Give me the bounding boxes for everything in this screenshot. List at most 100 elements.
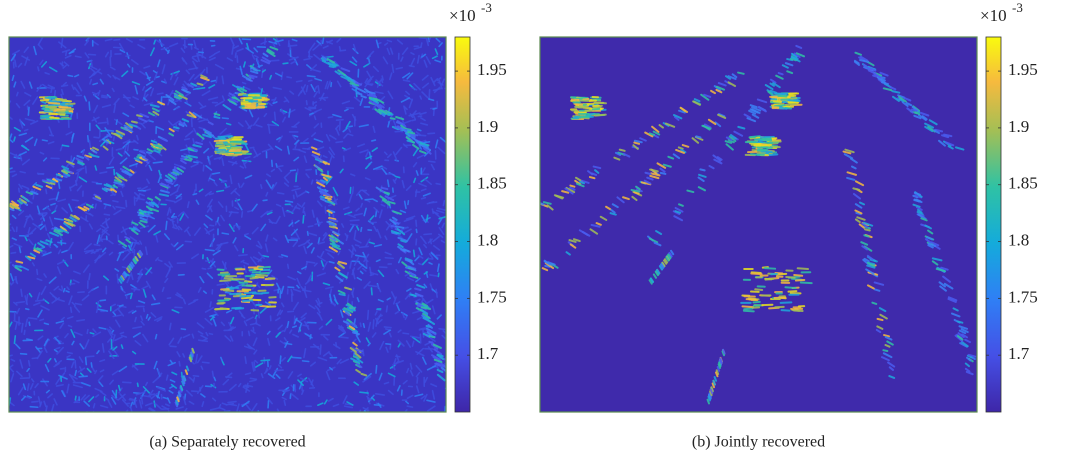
texture bbox=[940, 266, 949, 271]
texture bbox=[240, 87, 247, 92]
texture bbox=[345, 120, 351, 129]
texture bbox=[184, 369, 189, 376]
texture bbox=[263, 112, 268, 118]
texture bbox=[56, 229, 64, 233]
texture bbox=[171, 309, 180, 314]
texture bbox=[120, 275, 125, 281]
texture bbox=[296, 203, 302, 207]
texture bbox=[217, 273, 231, 276]
texture bbox=[329, 134, 337, 140]
texture bbox=[379, 195, 388, 202]
texture bbox=[204, 190, 212, 197]
texture bbox=[633, 191, 640, 195]
texture bbox=[45, 188, 48, 195]
texture bbox=[173, 126, 180, 130]
texture bbox=[317, 168, 324, 173]
texture bbox=[94, 254, 101, 264]
texture bbox=[83, 400, 90, 407]
texture bbox=[420, 395, 426, 400]
texture bbox=[356, 362, 363, 369]
texture bbox=[342, 395, 348, 404]
texture bbox=[253, 54, 259, 59]
texture bbox=[139, 240, 143, 245]
texture bbox=[250, 256, 257, 266]
texture bbox=[292, 134, 299, 138]
texture bbox=[374, 209, 378, 218]
texture bbox=[228, 98, 239, 103]
texture bbox=[202, 290, 207, 294]
texture bbox=[32, 189, 36, 200]
texture bbox=[186, 201, 190, 209]
texture bbox=[220, 241, 229, 245]
texture bbox=[860, 55, 869, 62]
texture bbox=[13, 126, 21, 132]
texture bbox=[135, 193, 141, 202]
texture bbox=[32, 182, 38, 187]
texture bbox=[292, 288, 302, 293]
texture bbox=[339, 336, 349, 339]
texture bbox=[41, 179, 51, 183]
texture bbox=[965, 370, 974, 376]
texture bbox=[406, 405, 414, 408]
texture bbox=[772, 100, 782, 103]
texture bbox=[169, 72, 174, 81]
texture bbox=[84, 165, 88, 174]
texture bbox=[247, 210, 253, 213]
texture bbox=[145, 313, 149, 319]
texture bbox=[665, 256, 670, 262]
texture bbox=[429, 337, 436, 342]
texture bbox=[260, 59, 270, 65]
texture bbox=[421, 74, 429, 81]
texture bbox=[396, 233, 403, 239]
texture bbox=[321, 173, 332, 178]
texture bbox=[592, 104, 600, 108]
texture bbox=[89, 67, 97, 74]
texture bbox=[255, 273, 268, 277]
texture bbox=[261, 254, 270, 258]
texture bbox=[121, 70, 129, 78]
texture bbox=[403, 106, 408, 111]
texture bbox=[356, 87, 366, 94]
texture bbox=[419, 111, 427, 116]
texture bbox=[187, 83, 194, 89]
texture bbox=[251, 361, 255, 372]
texture bbox=[36, 205, 41, 215]
texture bbox=[33, 247, 42, 252]
texture bbox=[313, 53, 322, 62]
texture bbox=[192, 192, 198, 196]
texture bbox=[229, 316, 235, 325]
texture bbox=[250, 329, 256, 334]
texture bbox=[216, 216, 220, 223]
texture bbox=[431, 389, 436, 400]
texture bbox=[862, 63, 873, 72]
texture bbox=[351, 186, 355, 195]
texture bbox=[388, 332, 392, 338]
texture bbox=[331, 230, 341, 236]
texture bbox=[25, 293, 29, 305]
texture bbox=[231, 160, 237, 166]
texture bbox=[147, 224, 156, 233]
texture bbox=[423, 59, 428, 68]
texture bbox=[854, 51, 863, 56]
texture bbox=[879, 77, 886, 82]
texture bbox=[355, 225, 360, 231]
texture bbox=[408, 271, 415, 277]
texture bbox=[355, 207, 360, 212]
texture bbox=[287, 355, 293, 363]
texture bbox=[854, 180, 865, 187]
texture bbox=[392, 210, 402, 215]
texture bbox=[59, 62, 64, 67]
texture bbox=[317, 402, 324, 407]
texture bbox=[371, 332, 377, 338]
texture bbox=[272, 237, 278, 242]
texture bbox=[143, 212, 152, 218]
texture bbox=[317, 356, 328, 362]
texture bbox=[238, 310, 244, 317]
texture bbox=[397, 236, 408, 242]
texture bbox=[788, 99, 801, 103]
texture bbox=[221, 158, 225, 167]
texture bbox=[81, 294, 90, 302]
texture bbox=[935, 267, 946, 273]
texture bbox=[235, 197, 239, 204]
texture bbox=[875, 328, 882, 334]
